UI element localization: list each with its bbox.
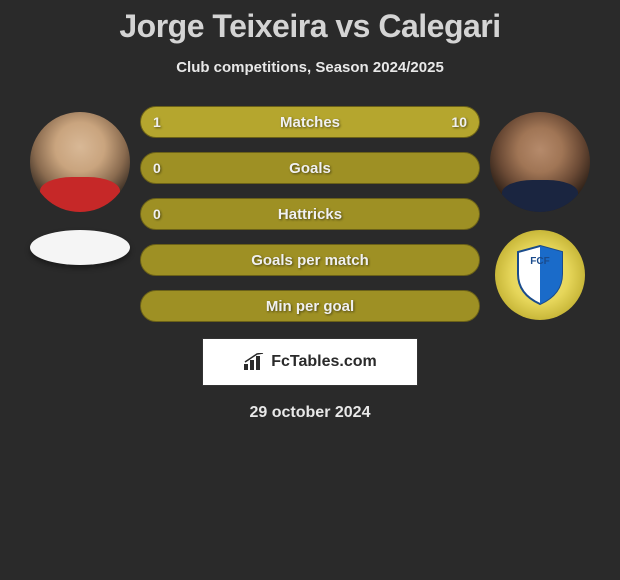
- page-title: Jorge Teixeira vs Calegari: [0, 8, 620, 45]
- stat-label: Goals: [289, 160, 331, 177]
- stat-left-value: 0: [153, 160, 161, 176]
- team-left-logo: [30, 230, 130, 265]
- comparison-card: Jorge Teixeira vs Calegari Club competit…: [0, 0, 620, 422]
- stat-bar-min-per-goal: Min per goal: [140, 290, 480, 322]
- stat-left-value: 0: [153, 206, 161, 222]
- content-row: 1 Matches 10 0 Goals 0 Hattricks Goals p…: [0, 106, 620, 322]
- brand-text: FcTables.com: [271, 353, 377, 371]
- page-subtitle: Club competitions, Season 2024/2025: [0, 59, 620, 76]
- chart-icon: [243, 353, 265, 371]
- stat-bar-goals-per-match: Goals per match: [140, 244, 480, 276]
- brand-badge[interactable]: FcTables.com: [202, 338, 418, 386]
- team-right-logo: FCF: [495, 230, 585, 320]
- stat-bar-matches: 1 Matches 10: [140, 106, 480, 138]
- stat-label: Goals per match: [251, 252, 369, 269]
- svg-text:FCF: FCF: [530, 256, 549, 267]
- left-column: [20, 106, 140, 322]
- stat-label: Matches: [280, 114, 340, 131]
- stat-bar-goals: 0 Goals: [140, 152, 480, 184]
- stat-label: Hattricks: [278, 206, 342, 223]
- stat-right-value: 10: [451, 114, 467, 130]
- date-text: 29 october 2024: [0, 404, 620, 422]
- stat-bars: 1 Matches 10 0 Goals 0 Hattricks Goals p…: [140, 106, 480, 322]
- right-column: FCF: [480, 106, 600, 322]
- player-left-avatar: [30, 112, 130, 212]
- stat-left-value: 1: [153, 114, 161, 130]
- shield-icon: FCF: [514, 244, 566, 306]
- stat-bar-hattricks: 0 Hattricks: [140, 198, 480, 230]
- player-right-avatar: [490, 112, 590, 212]
- stat-label: Min per goal: [266, 298, 354, 315]
